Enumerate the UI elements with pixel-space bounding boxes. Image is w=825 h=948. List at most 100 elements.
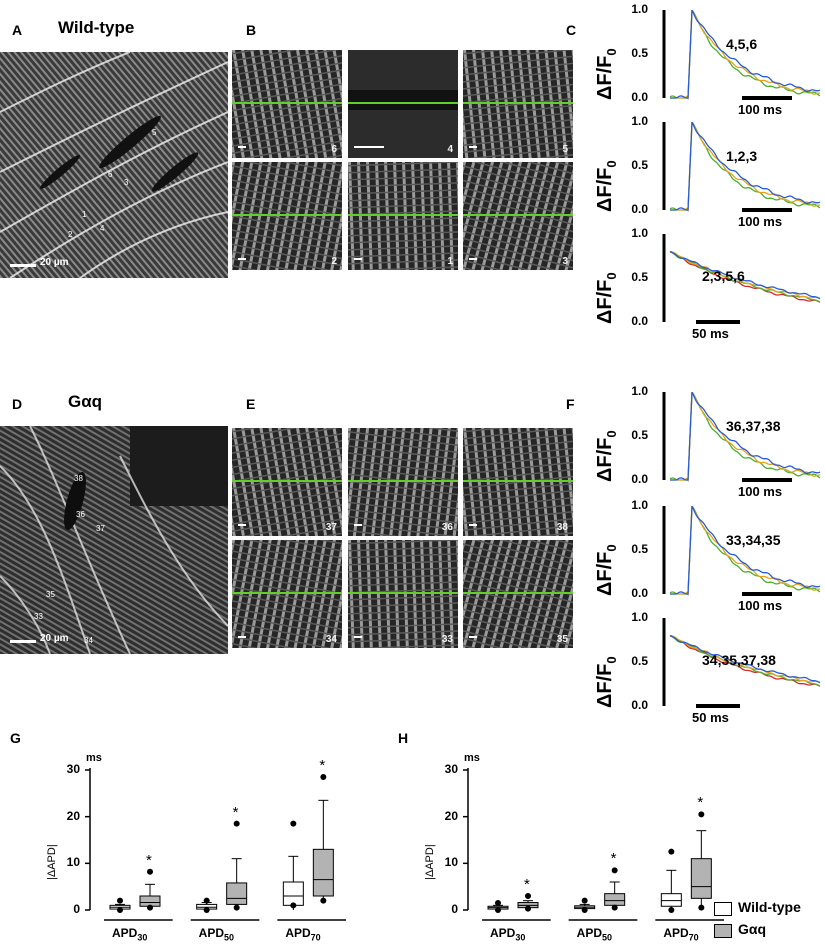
trace-panel: ΔF/F0 1.0 0.5 0.0 33,34,35 100 ms — [590, 498, 821, 618]
group-label: APD50 — [577, 926, 612, 942]
outlier-point — [290, 820, 297, 827]
trace-plot — [662, 10, 821, 101]
y-tick-label: 1.0 — [631, 2, 648, 16]
tile-number: 5 — [562, 144, 568, 155]
tile-number: 3 — [562, 256, 568, 267]
time-scale-label: 50 ms — [692, 326, 729, 341]
tile-number: 4 — [447, 144, 453, 155]
y-tick-label: 0.0 — [631, 202, 648, 216]
tile-texture — [232, 162, 342, 270]
trace-panel: ΔF/F0 1.0 0.5 0.0 2,3,5,6 50 ms — [590, 226, 821, 346]
outlier-point — [117, 897, 123, 904]
group-label-sub: 30 — [137, 932, 148, 943]
cell-marker: 33 — [34, 612, 43, 621]
microscopy-tile: 35 — [463, 540, 573, 648]
group-label-sub: 50 — [224, 932, 235, 943]
unit-label: ms — [86, 752, 102, 764]
significance-star: * — [319, 757, 326, 774]
box-wildtype-apd30 — [487, 900, 509, 913]
outlier-point — [495, 900, 501, 906]
y-tick-label: 0.0 — [631, 90, 648, 104]
scale-bar — [10, 640, 36, 643]
panel-a-title: Wild-type — [58, 18, 135, 37]
y-tick-label: 1.0 — [631, 114, 648, 128]
y-tick-label: 1.0 — [631, 384, 648, 398]
cell-marker: 3 — [124, 178, 129, 187]
time-scale-bar — [742, 96, 792, 100]
trace-label: 33,34,35 — [726, 532, 781, 548]
time-scale-label: 50 ms — [692, 710, 729, 725]
cell-marker: 5 — [152, 128, 157, 137]
panel-g-letter: G — [10, 730, 21, 746]
significance-star: * — [697, 794, 704, 812]
tile-number: 36 — [441, 522, 453, 533]
microscopy-tile: 34 — [232, 540, 342, 648]
outlier-point — [233, 904, 240, 911]
outlier-point — [611, 867, 618, 874]
group-label-text: APD — [576, 926, 602, 940]
trace-panel: ΔF/F0 1.0 0.5 0.0 36,37,38 100 ms — [590, 384, 821, 504]
significance-star: * — [232, 803, 239, 821]
box-wildtype-apd50 — [574, 897, 596, 913]
scan-line — [232, 102, 342, 104]
box-wildtype-apd70 — [282, 820, 304, 910]
group-label-sub: 70 — [688, 932, 699, 943]
scan-line — [348, 480, 458, 482]
outlier-point — [117, 907, 123, 913]
y-tick-label: 0.0 — [631, 586, 648, 600]
tile-texture — [463, 162, 573, 270]
wildtype-fiber-texture — [0, 52, 228, 278]
tile-number: 33 — [441, 634, 453, 645]
tile-texture — [348, 50, 458, 158]
scale-bar — [10, 264, 36, 267]
tile-texture — [232, 540, 342, 648]
trace-plot — [662, 122, 821, 213]
trace-label: 36,37,38 — [726, 418, 781, 434]
cell-marker: 38 — [74, 474, 83, 483]
scale-bar — [469, 258, 477, 260]
microscopy-tile: 36 — [348, 428, 458, 536]
tile-number: 38 — [556, 522, 568, 533]
group-label: APD70 — [663, 926, 698, 942]
outlier-point — [581, 907, 588, 913]
group-label: APD30 — [490, 926, 525, 942]
legend-label-wildtype: Wild-type — [738, 899, 801, 915]
time-scale-label: 100 ms — [738, 598, 783, 613]
y-tick-label: 0.5 — [631, 654, 648, 668]
group-label: APD30 — [112, 926, 147, 942]
group-label-sub: 30 — [515, 932, 526, 943]
significance-star: * — [524, 876, 530, 893]
group-label: APD70 — [285, 926, 320, 942]
outlier-point — [668, 848, 675, 855]
y-tick-label: 1.0 — [631, 226, 648, 240]
legend-swatch-wildtype — [714, 902, 732, 916]
box-gaq-apd70 — [312, 774, 334, 904]
microscopy-tile: 2 — [232, 162, 342, 270]
scale-bar — [354, 146, 384, 148]
outlier-point — [495, 907, 501, 913]
scan-line — [348, 102, 458, 104]
scale-bar-label: 20 µm — [40, 257, 69, 268]
outlier-point — [320, 897, 327, 904]
tile-texture — [348, 540, 458, 648]
y-tick-label: 0.5 — [631, 428, 648, 442]
trace-plot — [662, 506, 821, 597]
trace-plot — [662, 618, 821, 706]
outlier-point — [290, 902, 297, 909]
group-label-text: APD — [112, 926, 138, 940]
scale-bar — [469, 146, 477, 148]
tile-number: 35 — [556, 634, 568, 645]
scan-line — [463, 214, 573, 216]
tile-texture — [463, 50, 573, 158]
time-scale-bar — [742, 208, 792, 212]
tile-texture — [348, 428, 458, 536]
unit-label: ms — [464, 752, 480, 764]
time-scale-label: 100 ms — [738, 214, 783, 229]
tile-number: 37 — [325, 522, 337, 533]
y-tick-label: 20 — [444, 808, 458, 823]
box-gaq-apd30 — [139, 868, 161, 911]
scale-bar — [354, 524, 362, 526]
outlier-point — [668, 907, 675, 913]
